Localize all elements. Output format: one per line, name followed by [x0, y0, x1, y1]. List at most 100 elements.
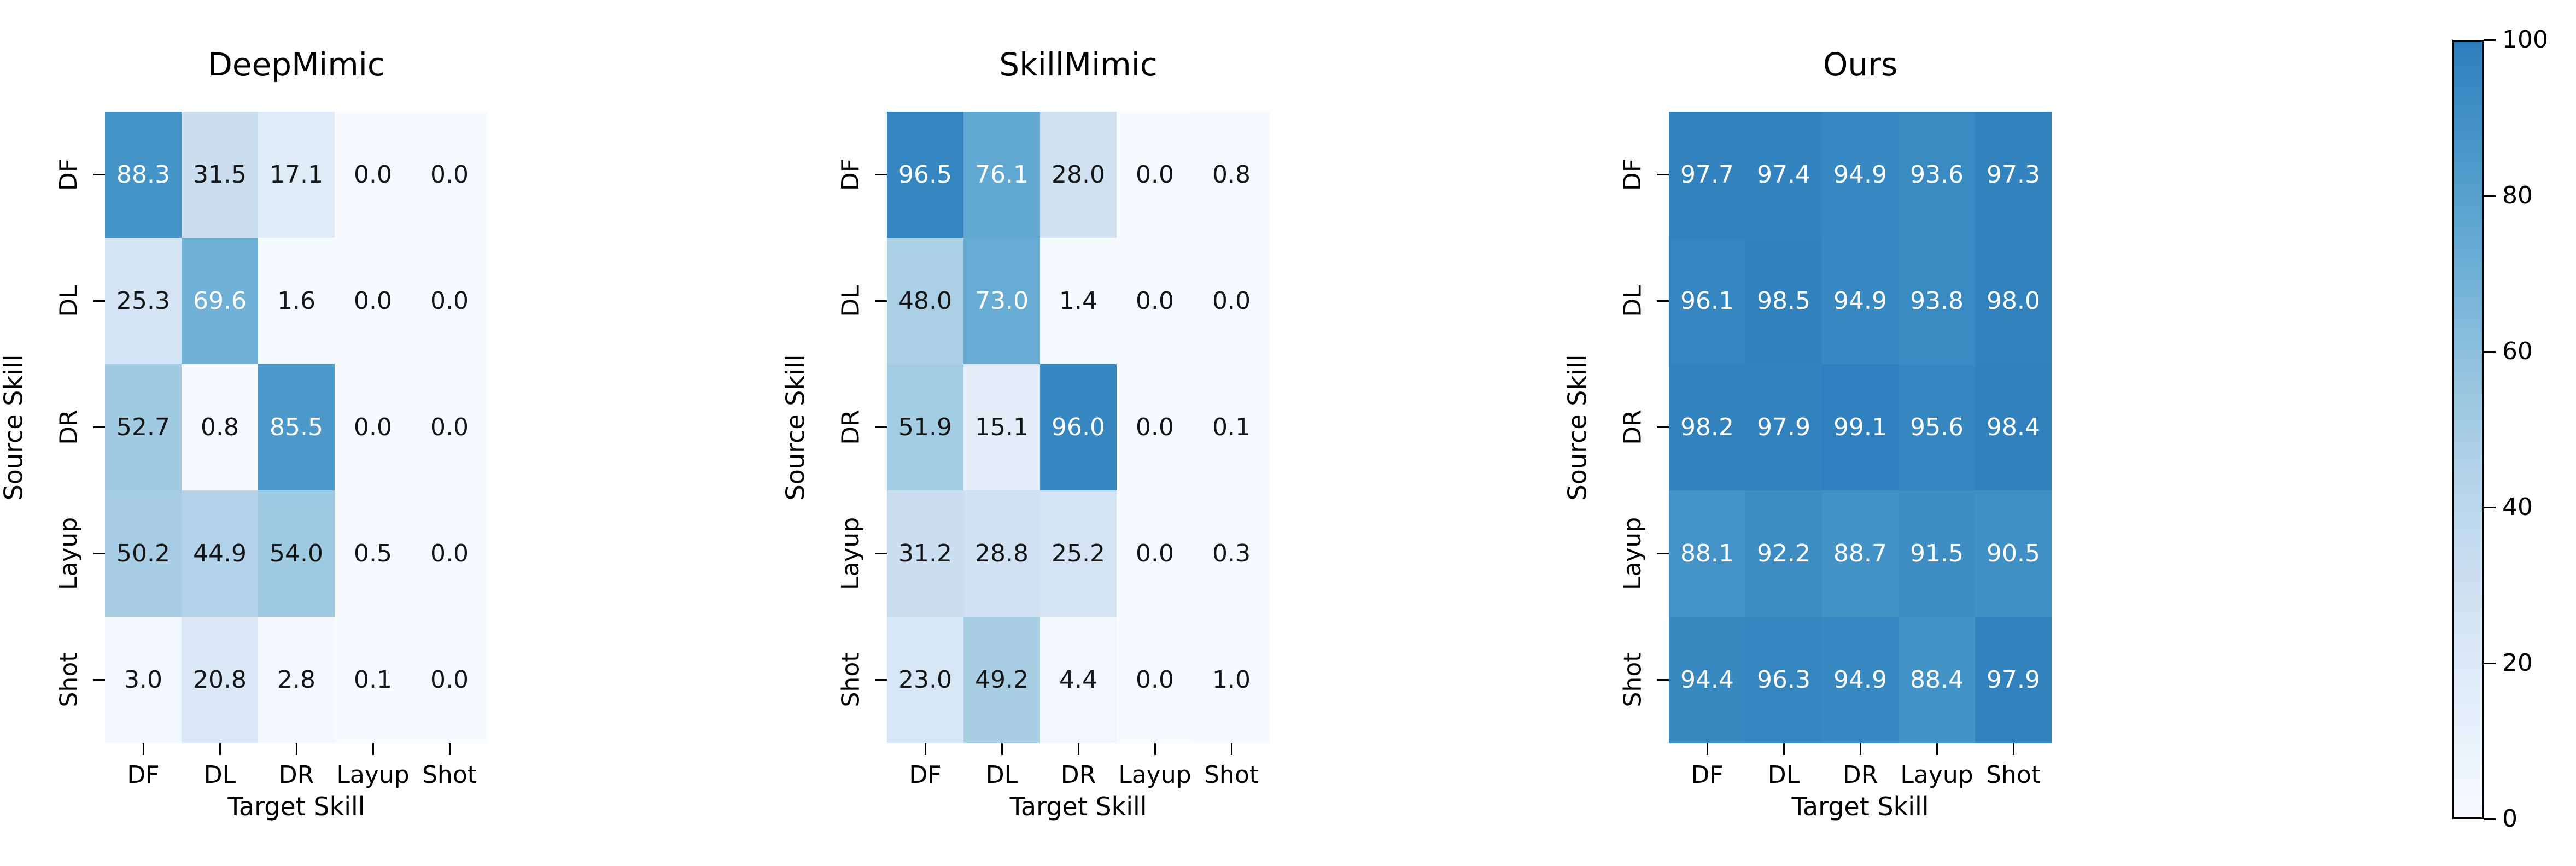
cell-value: 0.0 — [1136, 666, 1174, 694]
cell-value: 0.0 — [430, 161, 469, 189]
heatmap-cell: 0.0 — [1193, 238, 1270, 364]
heatmap-cell: 0.0 — [1117, 490, 1193, 617]
cell-value: 96.0 — [1052, 413, 1105, 441]
cell-value: 0.5 — [354, 540, 392, 567]
colorbar — [2452, 40, 2484, 819]
col-tick-label-df: DF — [127, 761, 160, 789]
row-tick-label-dl: DL — [51, 238, 86, 364]
heatmap-cell: 51.9 — [887, 364, 963, 490]
x-tick — [2012, 743, 2014, 755]
row-tick-label-text: DR — [837, 409, 865, 445]
y-tick — [93, 553, 105, 554]
row-tick-label-layup: Layup — [51, 490, 86, 617]
heatmap-cell: 97.3 — [1975, 112, 2052, 238]
panel-title-ours: Ours — [1823, 46, 1898, 83]
row-tick-label-text: DR — [1619, 409, 1647, 445]
cell-value: 0.8 — [201, 413, 239, 441]
x-tick — [295, 743, 297, 755]
colorbar-tick-label: 100 — [2502, 26, 2548, 54]
x-tick — [1230, 743, 1232, 755]
x-tick — [219, 743, 221, 755]
y-tick — [1657, 300, 1669, 302]
y-tick — [93, 174, 105, 175]
cell-value: 96.1 — [1680, 287, 1734, 315]
heatmap-cell: 49.2 — [963, 617, 1040, 743]
y-axis-label-text: Source Skill — [0, 354, 28, 500]
heatmap-cell: 25.3 — [105, 238, 182, 364]
row-tick-label-text: DL — [55, 285, 83, 317]
cell-value: 31.2 — [898, 540, 952, 567]
row-tick-label-text: DF — [837, 158, 865, 191]
heatmap-cell: 98.4 — [1975, 364, 2052, 490]
heatmap-cell: 91.5 — [1899, 490, 1975, 617]
heatmap-cell: 85.5 — [258, 364, 335, 490]
cell-value: 3.0 — [124, 666, 162, 694]
heatmap-cell: 31.2 — [887, 490, 963, 617]
cell-value: 88.4 — [1910, 666, 1964, 694]
x-tick — [1859, 743, 1861, 755]
cell-value: 0.0 — [354, 161, 392, 189]
heatmap-cell: 3.0 — [105, 617, 182, 743]
heatmap-cell: 52.7 — [105, 364, 182, 490]
cell-value: 97.7 — [1680, 161, 1734, 189]
col-tick-label-dl: DL — [203, 761, 236, 789]
y-tick — [875, 174, 887, 175]
x-tick — [1154, 743, 1156, 755]
cell-value: 98.4 — [1987, 413, 2040, 441]
heatmap-cell: 92.2 — [1745, 490, 1822, 617]
heatmap-cell: 15.1 — [963, 364, 1040, 490]
cell-value: 94.9 — [1833, 161, 1887, 189]
cell-value: 93.8 — [1910, 287, 1964, 315]
heatmap-cell: 0.0 — [1117, 364, 1193, 490]
y-axis-label-text: Source Skill — [1562, 354, 1592, 500]
cell-value: 4.4 — [1059, 666, 1097, 694]
x-tick — [142, 743, 144, 755]
row-tick-label-shot: Shot — [1615, 617, 1650, 743]
heatmap-cell: 98.2 — [1669, 364, 1745, 490]
x-tick — [924, 743, 926, 755]
cell-value: 0.0 — [1136, 161, 1174, 189]
heatmap-cell: 95.6 — [1899, 364, 1975, 490]
cell-value: 97.4 — [1757, 161, 1810, 189]
cell-value: 49.2 — [975, 666, 1029, 694]
cell-value: 1.6 — [277, 287, 316, 315]
heatmap-cell: 73.0 — [963, 238, 1040, 364]
y-tick — [93, 679, 105, 681]
cell-value: 1.4 — [1059, 287, 1097, 315]
y-axis-label-skillmimic: Source Skill — [779, 112, 811, 743]
y-tick — [1657, 679, 1669, 681]
heatmap-cell: 99.1 — [1822, 364, 1899, 490]
cell-value: 0.0 — [430, 413, 469, 441]
heatmap-cell: 0.0 — [411, 238, 488, 364]
heatmap-cell: 96.3 — [1745, 617, 1822, 743]
heatmap-cell: 54.0 — [258, 490, 335, 617]
cell-value: 88.3 — [116, 161, 170, 189]
y-tick — [1657, 174, 1669, 175]
heatmap-cell: 94.9 — [1822, 617, 1899, 743]
row-tick-label-text: Layup — [55, 517, 83, 590]
colorbar-tick — [2484, 195, 2496, 197]
heatmap-cell: 90.5 — [1975, 490, 2052, 617]
cell-value: 54.0 — [270, 540, 323, 567]
cell-value: 31.5 — [193, 161, 247, 189]
colorbar-tick — [2484, 350, 2496, 353]
cell-value: 0.8 — [1212, 161, 1251, 189]
heatmap-cell: 97.7 — [1669, 112, 1745, 238]
y-tick — [875, 426, 887, 428]
col-tick-label-layup: Layup — [1900, 761, 1973, 789]
cell-value: 52.7 — [116, 413, 170, 441]
cell-value: 88.7 — [1833, 540, 1887, 567]
y-tick — [93, 300, 105, 302]
row-tick-label-shot: Shot — [833, 617, 868, 743]
cell-value: 0.1 — [354, 666, 392, 694]
x-tick — [1783, 743, 1785, 755]
heatmap-cell: 94.4 — [1669, 617, 1745, 743]
heatmap-cell: 23.0 — [887, 617, 963, 743]
heatmap-cell: 0.0 — [411, 490, 488, 617]
cell-value: 0.0 — [1136, 413, 1174, 441]
heatmap-cell: 0.0 — [411, 364, 488, 490]
heatmap-cell: 94.9 — [1822, 112, 1899, 238]
cell-value: 0.0 — [430, 666, 469, 694]
row-tick-label-text: DL — [1619, 285, 1647, 317]
cell-value: 69.6 — [193, 287, 247, 315]
